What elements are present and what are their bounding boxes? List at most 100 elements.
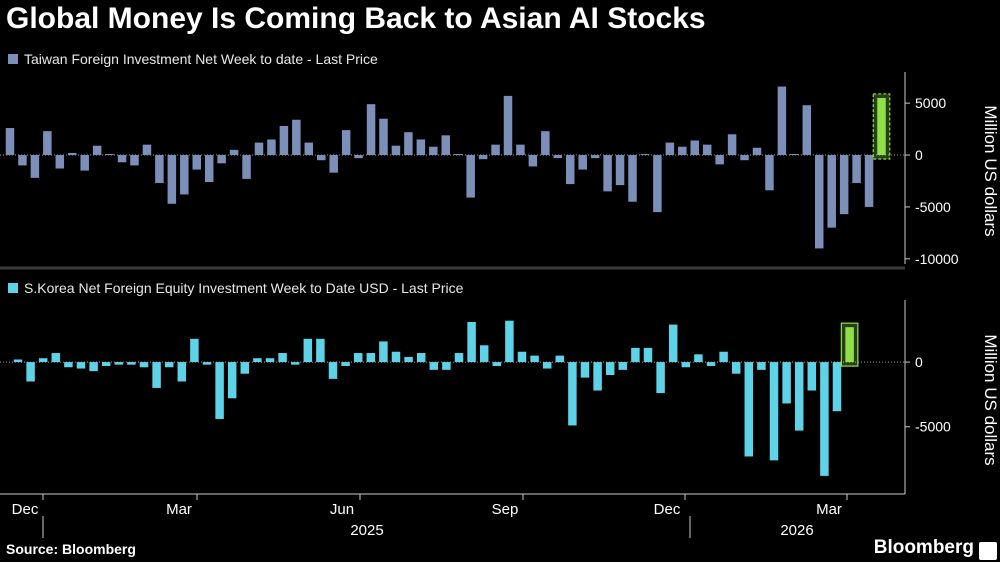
bar-taiwan: [864, 155, 874, 207]
y-tick-label-taiwan: 0: [915, 147, 923, 163]
bar-korea: [26, 362, 35, 382]
bar-korea: [215, 362, 224, 419]
bar-taiwan: [553, 155, 563, 159]
bar-taiwan: [317, 155, 326, 161]
bar-taiwan: [155, 155, 164, 184]
bar-taiwan: [279, 125, 289, 156]
bar-korea: [89, 362, 98, 372]
bar-korea: [379, 341, 388, 363]
bar-korea: [190, 338, 199, 363]
bar-taiwan: [665, 142, 675, 156]
bar-korea: [152, 362, 161, 388]
bar-korea: [618, 362, 628, 370]
bar-taiwan: [740, 155, 749, 161]
bar-taiwan: [341, 130, 351, 156]
bar-korea: [593, 362, 602, 391]
bar-korea: [656, 362, 665, 394]
legend-taiwan: Taiwan Foreign Investment Net Week to da…: [8, 51, 378, 67]
bar-taiwan: [43, 131, 52, 156]
legend-label-taiwan: Taiwan Foreign Investment Net Week to da…: [24, 51, 378, 67]
bar-taiwan: [18, 155, 27, 166]
bar-taiwan: [491, 144, 500, 156]
bar-taiwan: [130, 155, 139, 166]
legend-korea: S.Korea Net Foreign Equity Investment We…: [8, 280, 463, 296]
bar-taiwan: [80, 155, 89, 171]
bar-korea: [114, 362, 124, 365]
bar-korea: [391, 351, 401, 363]
bar-korea: [505, 320, 514, 363]
bar-korea: [164, 362, 174, 368]
bar-taiwan: [653, 155, 662, 213]
x-tick-label: Jun: [330, 501, 354, 518]
x-tick-label: Dec: [654, 501, 681, 518]
bar-korea: [278, 353, 287, 363]
bar-korea: [517, 351, 527, 363]
bar-taiwan: [678, 146, 687, 156]
bar-taiwan: [802, 105, 812, 156]
bar-taiwan: [690, 140, 699, 156]
bar-taiwan: [192, 155, 201, 170]
bar-taiwan: [852, 155, 861, 184]
bar-taiwan: [242, 155, 251, 179]
bar-taiwan: [329, 155, 338, 173]
x-tick-label: Mar: [816, 501, 842, 518]
bar-taiwan: [441, 135, 450, 156]
bar-taiwan: [715, 155, 724, 165]
bar-taiwan: [229, 149, 239, 156]
bar-korea: [820, 362, 829, 476]
y-axis-title-taiwan: Million US dollars: [981, 105, 1000, 236]
bar-korea: [807, 362, 817, 391]
bar-korea: [605, 362, 615, 376]
bar-taiwan: [640, 153, 650, 156]
bar-korea: [13, 359, 23, 363]
y-tick-label-korea: -5000: [915, 419, 951, 435]
y-axis-title-korea: Million US dollars: [981, 334, 1000, 465]
legend-label-korea: S.Korea Net Foreign Equity Investment We…: [24, 280, 464, 296]
bar-taiwan: [366, 104, 376, 156]
bar-korea: [38, 358, 48, 363]
y-tick-label-korea: 0: [915, 354, 923, 370]
bar-korea: [568, 362, 577, 426]
bar-taiwan: [516, 144, 525, 156]
bar-korea: [51, 353, 61, 363]
bar-korea: [454, 353, 464, 363]
bar-korea: [442, 362, 451, 370]
bar-korea: [580, 362, 590, 378]
bar-korea: [202, 362, 212, 365]
bar-taiwan: [105, 153, 114, 156]
bar-korea: [731, 362, 741, 374]
bar-taiwan: [254, 142, 264, 156]
bar-taiwan: [590, 155, 600, 159]
bar-taiwan: [217, 155, 226, 164]
bar-taiwan: [55, 155, 65, 169]
bar-taiwan: [453, 153, 463, 156]
bar-taiwan: [877, 97, 886, 156]
source-note: Source: Bloomberg: [6, 541, 136, 557]
bar-taiwan: [727, 134, 737, 156]
bar-korea: [290, 362, 300, 365]
bar-korea: [643, 347, 653, 363]
bar-korea: [794, 362, 804, 431]
bar-taiwan: [204, 155, 214, 183]
bar-taiwan: [466, 155, 475, 198]
bar-taiwan: [541, 131, 550, 156]
bar-taiwan: [478, 155, 488, 160]
bar-taiwan: [142, 144, 152, 156]
bar-korea: [265, 358, 275, 363]
bar-korea: [706, 362, 716, 366]
bar-korea: [845, 327, 854, 363]
bar-taiwan: [30, 155, 40, 178]
x-tick-label: Mar: [166, 501, 192, 518]
bar-taiwan: [839, 155, 849, 215]
bar-korea: [555, 355, 565, 363]
bar-korea: [769, 362, 779, 461]
bar-korea: [530, 355, 539, 363]
bar-korea: [631, 347, 640, 363]
bar-taiwan: [267, 139, 276, 156]
x-tick-label: Sep: [492, 501, 519, 518]
bar-korea: [479, 345, 489, 363]
bloomberg-mark-icon: [979, 542, 997, 560]
bar-taiwan: [777, 86, 787, 156]
bar-korea: [416, 353, 426, 363]
bar-korea: [366, 353, 376, 363]
